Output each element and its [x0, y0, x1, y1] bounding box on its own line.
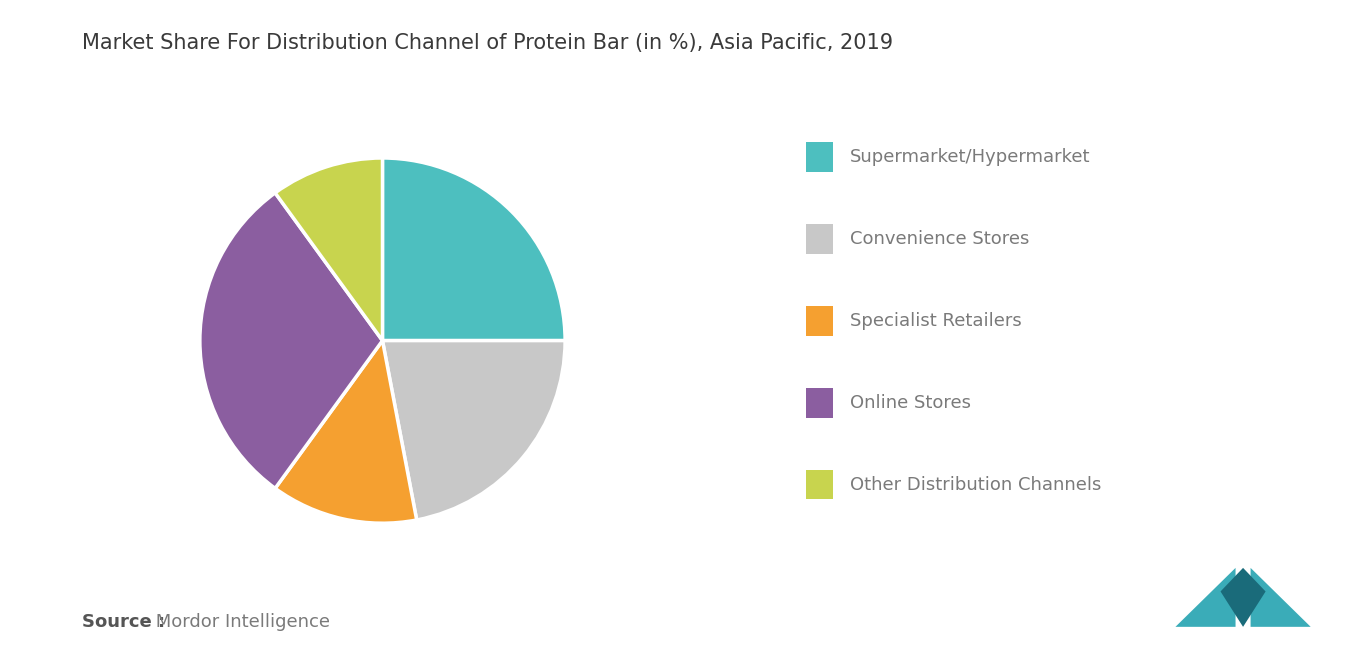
Wedge shape: [199, 193, 382, 489]
Wedge shape: [275, 158, 382, 341]
Text: Convenience Stores: Convenience Stores: [850, 230, 1029, 248]
Polygon shape: [1221, 568, 1266, 627]
Text: Supermarket/Hypermarket: Supermarket/Hypermarket: [850, 148, 1090, 166]
Text: Other Distribution Channels: Other Distribution Channels: [850, 476, 1101, 494]
Wedge shape: [382, 341, 566, 520]
Wedge shape: [275, 341, 417, 523]
Text: Online Stores: Online Stores: [850, 394, 971, 412]
Polygon shape: [1175, 568, 1236, 627]
Text: Source :: Source :: [82, 613, 165, 631]
Text: Specialist Retailers: Specialist Retailers: [850, 312, 1022, 330]
Wedge shape: [382, 158, 566, 341]
Text: Mordor Intelligence: Mordor Intelligence: [150, 613, 331, 631]
Text: Market Share For Distribution Channel of Protein Bar (in %), Asia Pacific, 2019: Market Share For Distribution Channel of…: [82, 33, 893, 53]
Polygon shape: [1251, 568, 1311, 627]
